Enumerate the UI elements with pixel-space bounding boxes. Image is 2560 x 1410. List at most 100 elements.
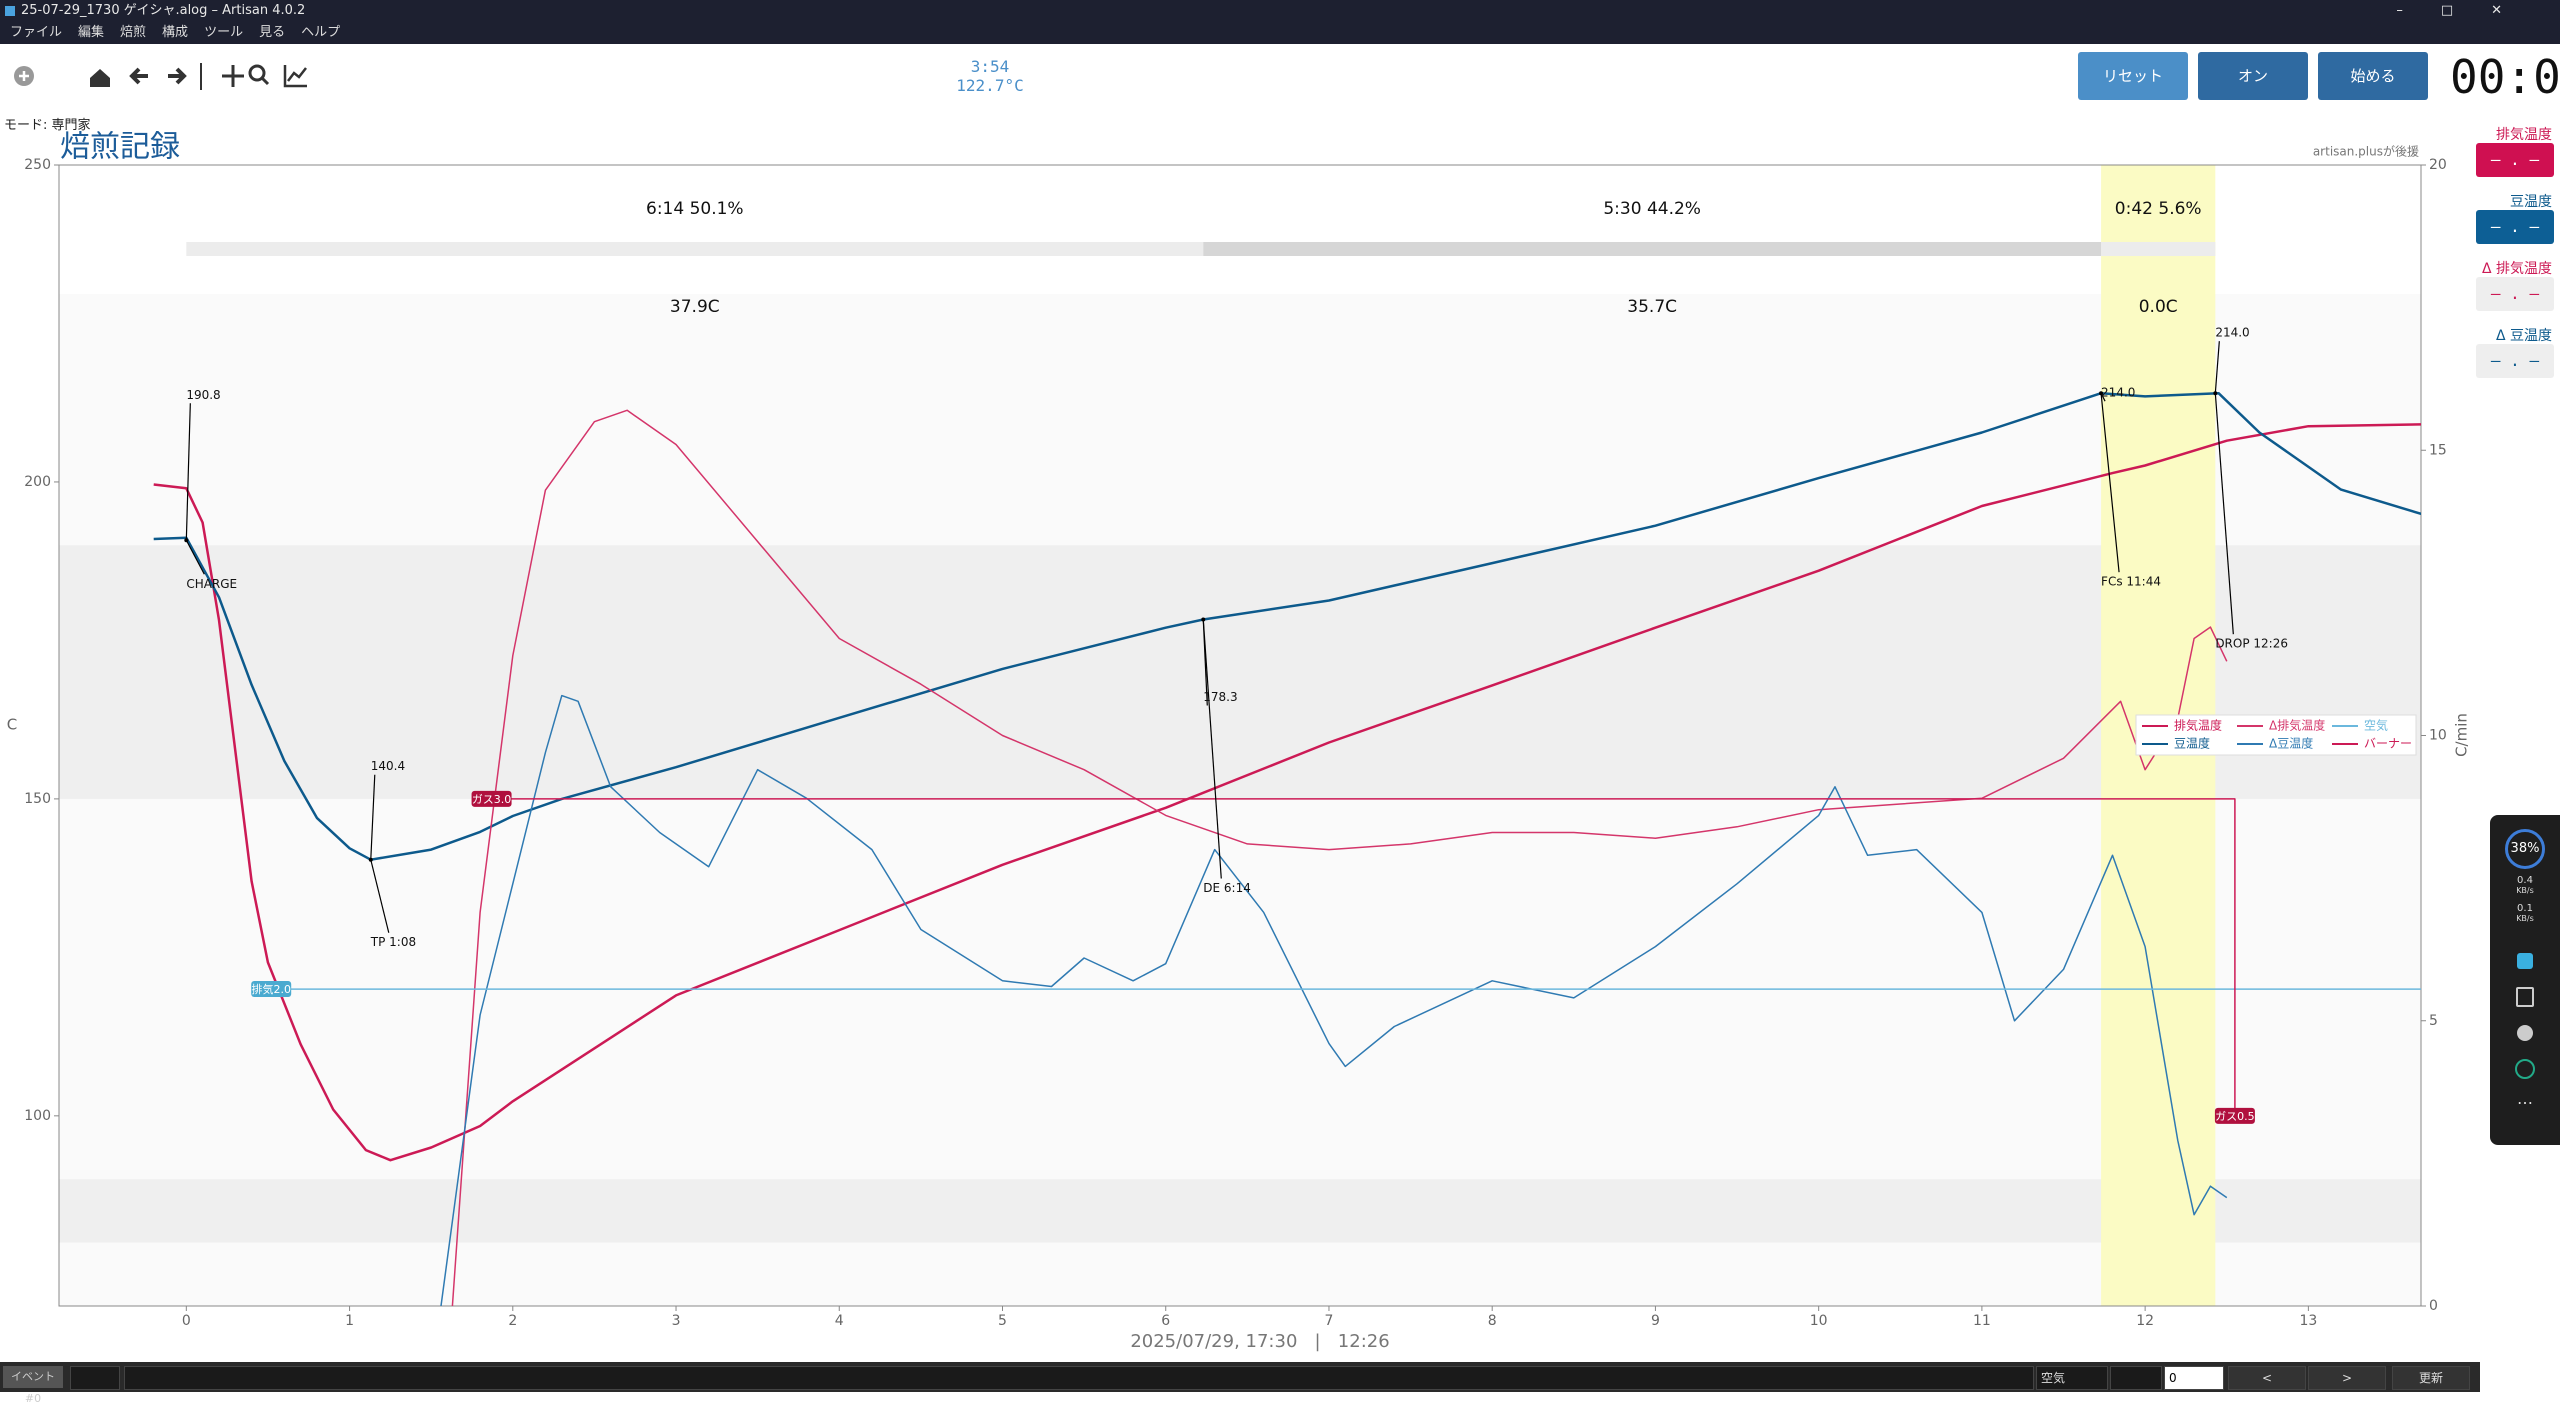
event-value: 190.8 — [186, 388, 220, 402]
y-tick-label: 200 — [24, 474, 51, 490]
event-description[interactable] — [124, 1366, 2034, 1390]
y2-tick-label: 10 — [2429, 728, 2447, 744]
x-tick-label: 5 — [998, 1313, 1007, 1329]
phase-rise: 0.0C — [2139, 297, 2178, 317]
event-value[interactable] — [2110, 1366, 2162, 1390]
x-tick-label: 9 — [1651, 1313, 1660, 1329]
chart: 6:14 50.1% 37.9C 5:30 44.2% 35.7C 0:42 5.6% 0… — [7, 130, 2471, 1353]
phase-bar — [186, 242, 1204, 256]
live-temp: 122.7°C — [956, 76, 1024, 95]
background-band — [59, 545, 2421, 799]
y2-tick-label: 0 — [2429, 1298, 2438, 1314]
download-speed: 0.1 — [2517, 903, 2533, 914]
mode-label: モード: 専門家 — [4, 118, 91, 133]
back-icon[interactable] — [129, 67, 148, 85]
event-flag — [251, 981, 292, 998]
on-button[interactable]: オン — [2198, 52, 2308, 100]
system-widget: 38% 0.4 KB/s 0.1 KB/s … — [2490, 815, 2560, 1145]
readout-label: Δ 豆温度 — [2495, 328, 2552, 344]
event-leader — [370, 859, 390, 933]
series-line — [153, 391, 2421, 861]
legend — [2135, 714, 2417, 756]
x-tick-label: 4 — [835, 1313, 844, 1329]
next-button[interactable]: > — [2308, 1366, 2386, 1390]
menu-item[interactable]: 構成 — [162, 25, 189, 40]
start-button[interactable]: 始める — [2318, 52, 2428, 100]
update-button[interactable]: 更新 — [2392, 1366, 2470, 1390]
series-line — [451, 409, 2228, 1306]
more-icon[interactable]: … — [2517, 1089, 2533, 1108]
legend-label: Δ豆温度 — [2269, 737, 2313, 751]
background-band — [59, 1179, 2421, 1243]
event-point — [368, 857, 373, 862]
window-controls[interactable]: –□✕ — [2396, 3, 2540, 18]
series-line — [153, 423, 2421, 1162]
phase-stat: 5:30 44.2% — [1603, 199, 1701, 219]
chart-icon[interactable] — [283, 65, 307, 88]
widget-icon[interactable] — [2517, 1025, 2533, 1041]
event-type-combo[interactable]: 空気 — [2036, 1366, 2108, 1390]
event-label: イベント #0 — [3, 1366, 63, 1405]
phase-rise: 35.7C — [1627, 297, 1677, 317]
x-axis-label: 2025/07/29, 17:30 | 12:26 — [1130, 1331, 1389, 1352]
widget-icon[interactable] — [2515, 1059, 2535, 1079]
event-name: DROP 12:26 — [2215, 637, 2288, 651]
event-flag-label: 排気2.0 — [251, 982, 291, 996]
event-name: DE 6:14 — [1203, 881, 1251, 895]
x-tick-label: 11 — [1973, 1313, 1991, 1329]
phase-panel — [59, 165, 2421, 294]
phase-rise: 37.9C — [670, 297, 720, 317]
window-title: 25-07-29_1730 ゲイシャ.alog – Artisan 4.0.2 — [21, 3, 306, 18]
chart-subtitle: artisan.plusが後援 — [2313, 144, 2419, 159]
event-flag — [2214, 1107, 2255, 1124]
x-tick-label: 0 — [182, 1313, 191, 1329]
event-leader — [1202, 619, 1222, 879]
y-tick-label: 150 — [24, 791, 51, 807]
phase-bar — [1203, 242, 2102, 256]
event-field[interactable] — [70, 1366, 120, 1390]
y2-axis-label: C/min — [2453, 713, 2471, 757]
chart-title: 焙煎記録 — [60, 130, 180, 165]
menu-item[interactable]: ファイル — [10, 25, 63, 40]
reset-button[interactable]: リセット — [2078, 52, 2188, 100]
readout-value: – . – — [2476, 277, 2554, 311]
y2-tick-label: 15 — [2429, 442, 2447, 458]
event-name: TP 1:08 — [370, 935, 416, 949]
widget-icon[interactable] — [2517, 953, 2533, 969]
phase-stat: 0:42 5.6% — [2115, 199, 2202, 219]
menu-item[interactable]: 編集 — [78, 25, 105, 40]
y-axis-label: C — [7, 716, 17, 734]
live-time: 3:54 — [970, 57, 1010, 76]
menu-item[interactable]: 焙煎 — [120, 25, 147, 40]
legend-label: バーナー — [2364, 737, 2412, 751]
menu-item[interactable]: 見る — [259, 25, 286, 40]
x-tick-label: 12 — [2136, 1313, 2154, 1329]
event-spinbox[interactable]: 0 — [2164, 1366, 2224, 1390]
readout-value: – . – — [2476, 210, 2554, 244]
series-line — [491, 798, 2236, 1116]
series-line — [440, 694, 2228, 1306]
zoom-icon[interactable] — [248, 64, 266, 82]
menu-bar: ファイル 編集 焙煎 構成 ツール 見る ヘルプ — [0, 22, 2560, 44]
y-tick-label: 250 — [24, 157, 51, 173]
event-value: 178.3 — [1203, 690, 1237, 704]
phase-bar — [2101, 242, 2216, 256]
event-leader — [370, 774, 376, 860]
prev-button[interactable]: < — [2228, 1366, 2306, 1390]
menu-item[interactable]: ヘルプ — [301, 25, 341, 40]
forward-icon[interactable] — [168, 67, 187, 85]
event-point — [2099, 391, 2104, 396]
live-readout: 3:54 122.7°C — [900, 57, 1080, 95]
pan-icon[interactable] — [222, 65, 244, 87]
widget-icon[interactable] — [2516, 987, 2534, 1007]
home-icon[interactable] — [90, 69, 110, 87]
download-unit: KB/s — [2516, 914, 2534, 923]
phase-stat: 6:14 50.1% — [646, 199, 744, 219]
event-name: CHARGE — [186, 577, 237, 591]
legend-label: 排気温度 — [2174, 718, 2222, 733]
x-tick-label: 6 — [1161, 1313, 1170, 1329]
readout-value: – . – — [2476, 143, 2554, 177]
y2-tick-label: 20 — [2429, 157, 2447, 173]
menu-item[interactable]: ツール — [204, 25, 244, 40]
